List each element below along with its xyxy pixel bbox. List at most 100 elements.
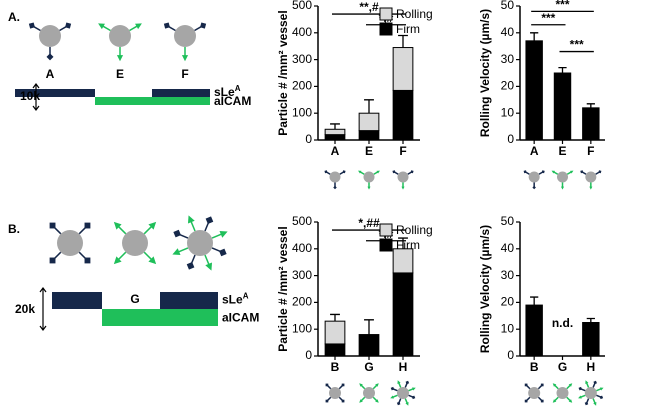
ligand-arrow bbox=[359, 399, 363, 403]
ligand-square bbox=[405, 380, 410, 385]
particle-icon bbox=[28, 22, 72, 61]
ligand-arrow bbox=[172, 248, 181, 256]
ligand-square bbox=[578, 386, 583, 391]
y-tick-label: 30 bbox=[501, 268, 515, 282]
ligand-arrow bbox=[390, 395, 394, 399]
ligand-square bbox=[584, 401, 589, 406]
scale-label: 10k bbox=[20, 89, 40, 103]
x-tick-label: G bbox=[364, 360, 373, 374]
ligand1-text: sLe bbox=[222, 293, 243, 307]
ligand-arrow bbox=[405, 402, 409, 406]
legend-label: Rolling bbox=[396, 7, 433, 21]
ligand-square bbox=[593, 380, 597, 385]
ligand-arrow bbox=[113, 256, 122, 265]
y-tick-label: 300 bbox=[292, 268, 312, 282]
bar-segment bbox=[324, 320, 346, 345]
bar-segment bbox=[358, 334, 380, 357]
x-tick-label: E bbox=[365, 144, 373, 158]
y-axis-label: Rolling Velocity (µm/s) bbox=[478, 225, 492, 353]
ligand-square bbox=[341, 383, 345, 387]
x-tick-label: A bbox=[530, 144, 539, 158]
ligand-square bbox=[325, 399, 329, 403]
particle-body bbox=[363, 171, 375, 183]
significance-label: *** bbox=[541, 11, 555, 25]
bar-segment bbox=[392, 89, 414, 141]
particle-body bbox=[187, 230, 213, 256]
ligand-square bbox=[541, 170, 545, 174]
ligand-arrow bbox=[560, 186, 565, 190]
particle-icon bbox=[359, 383, 379, 403]
ligand-square bbox=[218, 248, 227, 257]
ligand-square bbox=[28, 22, 35, 29]
error-bar bbox=[398, 237, 408, 249]
x-tick-label: H bbox=[586, 360, 595, 374]
significance-label: *** bbox=[570, 38, 584, 52]
particle-body bbox=[397, 171, 409, 183]
particle-icon bbox=[580, 170, 602, 190]
ligand-arrow bbox=[585, 380, 589, 384]
error-bar bbox=[586, 317, 595, 323]
scale-arrowhead bbox=[39, 287, 47, 331]
y-tick-label: 0 bbox=[305, 348, 312, 362]
x-tick-label: H bbox=[399, 360, 408, 374]
ligand-square bbox=[324, 170, 328, 174]
x-tick-label: B bbox=[530, 360, 539, 374]
particle-label: F bbox=[181, 67, 188, 81]
bar-segment bbox=[582, 107, 600, 141]
ligand-arrow bbox=[401, 186, 405, 190]
ligand-arrow bbox=[359, 383, 363, 387]
ligand-square bbox=[186, 261, 195, 270]
ligand-square bbox=[46, 53, 54, 61]
error-bar bbox=[530, 32, 539, 41]
ligand-square bbox=[65, 22, 72, 29]
ligand2-label: aICAM bbox=[214, 94, 251, 108]
particle-body bbox=[329, 387, 341, 399]
particle-body bbox=[585, 171, 597, 183]
legend-label: Firm bbox=[396, 22, 420, 36]
significance-label: **,# bbox=[359, 0, 379, 14]
ligand-arrow bbox=[593, 402, 597, 406]
ligand-square bbox=[84, 222, 91, 229]
bar-segment bbox=[324, 134, 346, 141]
panel-label: B. bbox=[8, 222, 20, 236]
particle-body bbox=[174, 25, 196, 47]
ligand-square bbox=[341, 399, 345, 403]
ligand-arrow bbox=[181, 55, 189, 62]
ligand-square bbox=[599, 395, 604, 400]
bar-segment bbox=[392, 248, 414, 274]
ligand-square bbox=[524, 383, 528, 387]
ligand-square bbox=[84, 257, 91, 264]
y-tick-label: 200 bbox=[292, 295, 312, 309]
bar-segment bbox=[358, 130, 380, 141]
y-axis-label: Particle # /mm² vessel bbox=[276, 226, 290, 351]
y-tick-label: 500 bbox=[292, 0, 312, 12]
legend-label: Firm bbox=[396, 238, 420, 252]
bar-segment bbox=[358, 112, 380, 132]
y-tick-label: 50 bbox=[501, 214, 515, 228]
error-bar bbox=[330, 313, 340, 322]
particle-icon bbox=[523, 170, 545, 190]
error-bar bbox=[398, 34, 408, 48]
y-tick-label: 400 bbox=[292, 25, 312, 39]
x-tick-label: E bbox=[558, 144, 566, 158]
ligand-bar bbox=[160, 292, 218, 309]
ligand-arrow bbox=[578, 395, 582, 399]
particle-body bbox=[528, 171, 540, 183]
particle-body bbox=[109, 25, 131, 47]
y-tick-label: 20 bbox=[501, 79, 515, 93]
ligand-square bbox=[163, 22, 170, 29]
particle-icon bbox=[113, 221, 157, 265]
bar-segment bbox=[392, 47, 414, 91]
y-tick-label: 40 bbox=[501, 25, 515, 39]
particle-icon bbox=[551, 170, 574, 190]
aicam-bar bbox=[102, 309, 218, 326]
particle-icon bbox=[578, 380, 604, 406]
x-tick-label: F bbox=[587, 144, 594, 158]
particle-body bbox=[39, 25, 61, 47]
panel-label: A. bbox=[8, 10, 20, 24]
ligand-square bbox=[173, 229, 182, 238]
ligand-square bbox=[200, 22, 207, 29]
ligand1-label: sLeA bbox=[222, 292, 249, 307]
particle-icon bbox=[325, 383, 345, 403]
x-tick-label: B bbox=[331, 360, 340, 374]
